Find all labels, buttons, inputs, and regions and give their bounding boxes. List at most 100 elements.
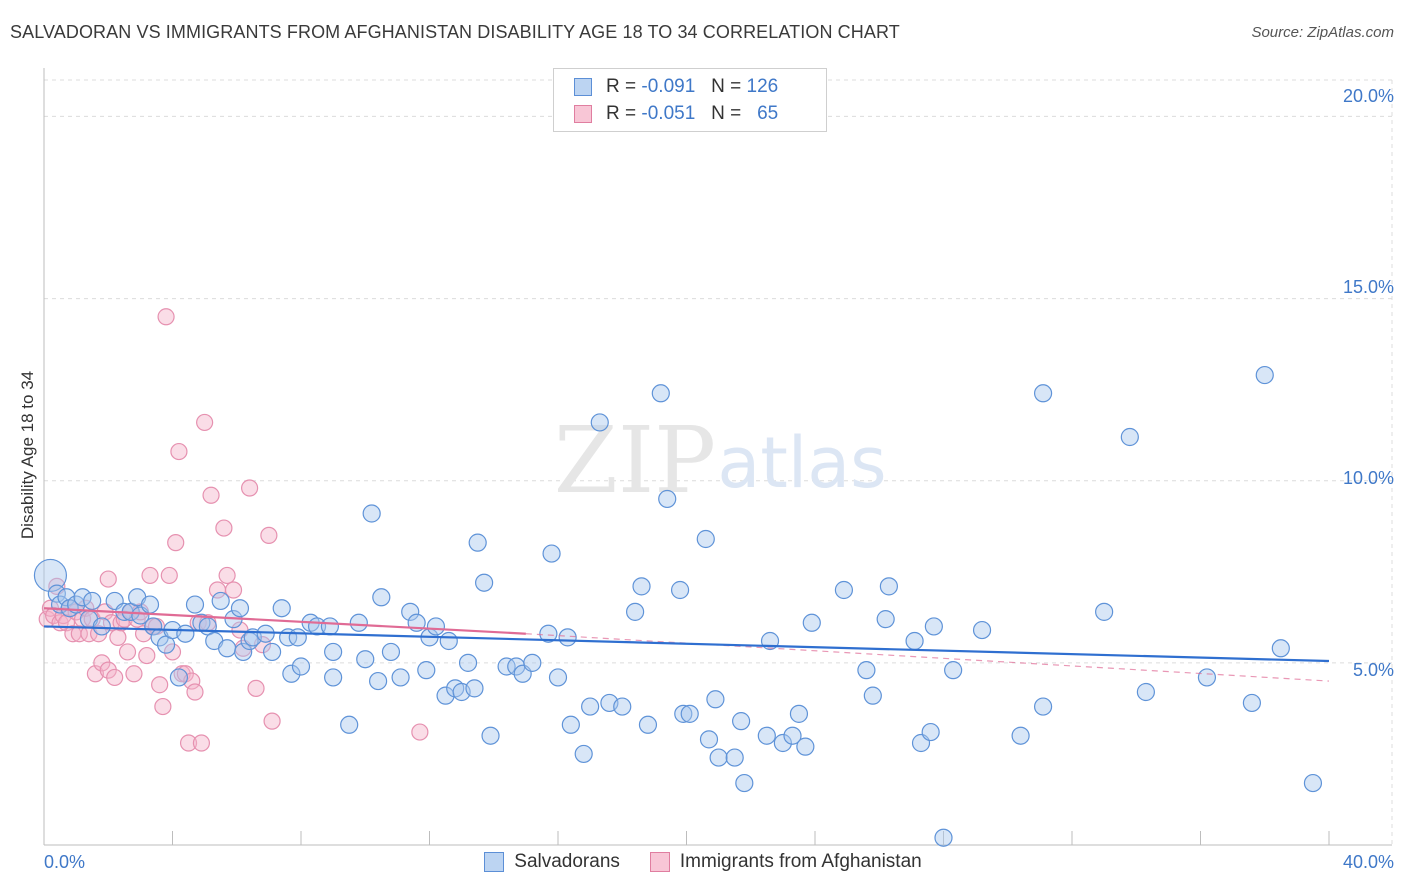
blue-points <box>33 365 1323 847</box>
blue-point <box>783 726 802 745</box>
blue-point <box>876 610 895 629</box>
legend-row-afghanistan: R = -0.051 N = 65 <box>574 102 778 126</box>
blue-point <box>1120 427 1139 447</box>
blue-point <box>282 664 301 683</box>
blue-point <box>169 668 189 687</box>
pink-point <box>141 566 159 585</box>
blue-point <box>497 657 516 676</box>
legend-row-salvadorans: R = -0.091 N = 126 <box>574 75 778 99</box>
blue-point <box>349 613 368 632</box>
blue-point <box>401 602 420 621</box>
blue-point <box>73 588 92 607</box>
blue-point <box>33 558 68 593</box>
blue-point <box>924 617 943 636</box>
blue-point <box>706 690 725 709</box>
blue-point <box>834 580 854 600</box>
blue-point <box>670 580 690 600</box>
legend-r-label: R = <box>606 103 637 124</box>
blue-point <box>1136 682 1155 702</box>
pink-point <box>109 628 127 646</box>
pink-point <box>86 665 105 683</box>
legend-label-salvadorans: Salvadorans <box>514 851 620 872</box>
blue-point <box>613 697 632 716</box>
blue-point <box>725 748 744 767</box>
pink-point <box>202 486 220 504</box>
blue-point <box>796 737 815 756</box>
blue-point <box>57 588 76 607</box>
blue-point <box>288 628 307 647</box>
legend-swatch-pink <box>649 852 670 872</box>
legend-n-label: N = <box>711 103 742 124</box>
pink-point <box>247 679 265 697</box>
blue-point <box>1095 602 1114 621</box>
pink-point <box>218 566 236 585</box>
blue-point <box>1271 639 1290 658</box>
blue-point <box>1033 384 1053 403</box>
legend-item-salvadorans[interactable]: Salvadorans <box>484 851 620 873</box>
blue-point <box>558 628 577 647</box>
blue-point <box>324 642 343 662</box>
pink-point <box>99 570 117 588</box>
legend-swatch-blue <box>574 78 592 96</box>
trend-lines <box>43 607 1330 682</box>
pink-points <box>38 308 429 752</box>
blue-point <box>789 704 809 723</box>
blue-point <box>140 595 160 614</box>
pink-point <box>138 646 156 665</box>
blue-point <box>709 748 728 767</box>
blue-point <box>802 613 821 632</box>
blue-point <box>757 726 776 745</box>
blue-point <box>651 384 670 403</box>
blue-point <box>561 715 580 734</box>
blue-point <box>369 671 388 691</box>
pink-point <box>224 581 243 599</box>
stats-legend: R = -0.091 N = 126 R = -0.051 N = 65 <box>553 68 827 132</box>
blue-point <box>1033 697 1053 716</box>
pink-point <box>260 526 278 544</box>
blue-point <box>417 661 436 680</box>
blue-point <box>320 617 340 636</box>
pink-point <box>196 413 214 432</box>
blue-point <box>921 722 940 742</box>
legend-swatch-pink <box>574 105 592 123</box>
blue-point <box>590 413 609 432</box>
blue-point <box>879 577 898 596</box>
blue-point <box>574 744 593 764</box>
blue-point <box>863 686 882 705</box>
blue-point <box>144 617 163 636</box>
blue-point <box>732 712 751 731</box>
y-tick-20: 20.0% <box>1342 86 1394 106</box>
legend-n-value: 65 <box>757 103 779 124</box>
blue-point <box>272 599 291 618</box>
blue-point <box>468 533 487 552</box>
blue-point <box>1303 773 1323 793</box>
pink-point <box>263 712 281 730</box>
y-tick-15: 15.0% <box>1342 277 1394 297</box>
blue-point <box>523 653 542 672</box>
trend-line-afghanistan <box>43 607 526 635</box>
watermark-zip: ZIP <box>554 407 716 514</box>
legend-item-afghanistan[interactable]: Immigrants from Afghanistan <box>649 851 922 873</box>
legend-r-label: R = <box>606 76 637 97</box>
watermark: ZIP atlas <box>554 407 887 514</box>
blue-point <box>356 650 375 669</box>
blue-point <box>83 591 102 611</box>
legend-label-afghanistan: Immigrants from Afghanistan <box>679 851 922 872</box>
blue-point <box>542 544 561 563</box>
blue-point <box>548 668 568 687</box>
blue-point <box>773 733 792 753</box>
blue-point <box>340 715 359 734</box>
blue-point <box>625 602 645 621</box>
blue-point <box>972 620 992 640</box>
pink-point <box>170 442 188 461</box>
source-label: Source: ZipAtlas.com <box>1251 24 1394 41</box>
blue-point <box>362 504 381 523</box>
blue-point <box>211 591 230 611</box>
legend-r-value: -0.051 <box>641 103 696 124</box>
x-tick-40: 40.0% <box>1342 852 1394 872</box>
blue-point <box>230 599 250 618</box>
blue-point <box>218 639 237 658</box>
y-tick-5: 5.0% <box>1352 660 1394 680</box>
blue-point <box>439 631 458 651</box>
pink-point <box>163 643 182 661</box>
